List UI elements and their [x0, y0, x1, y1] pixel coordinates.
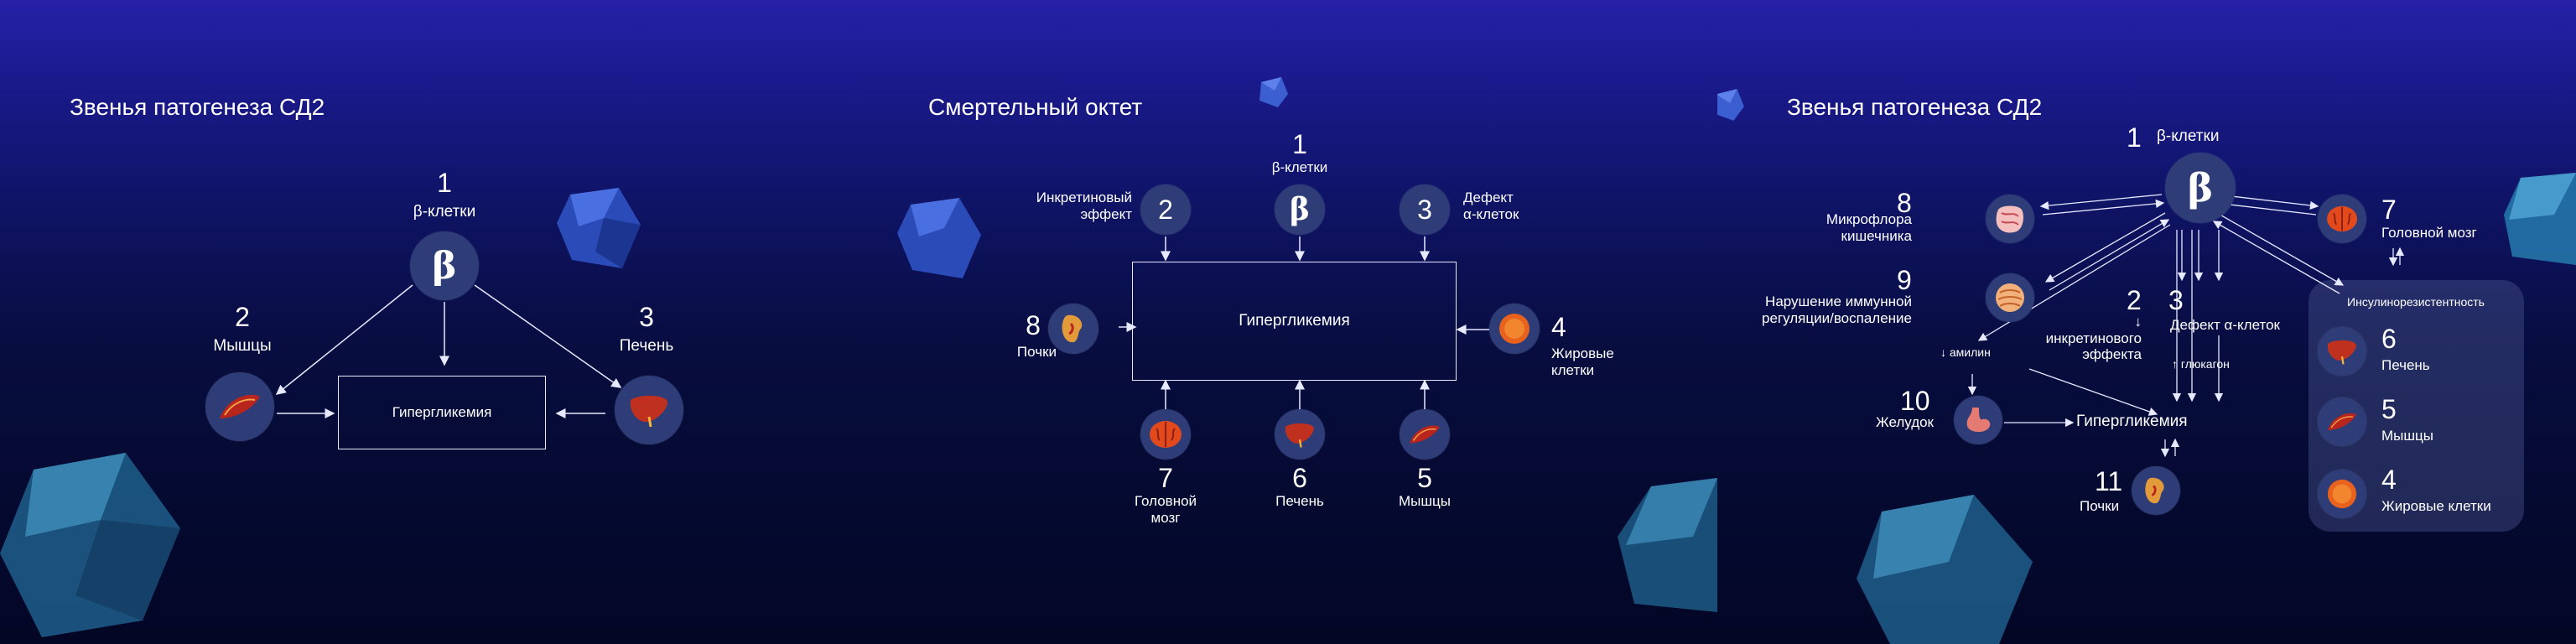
brain-icon: [2318, 195, 2366, 243]
node-2-circle: 2: [1140, 184, 1191, 235]
gem-decoration: [897, 198, 981, 278]
slide-1: Звенья патогенеза СД2 1 β-клетки β 2 Мыш…: [0, 0, 859, 644]
liver-icon: [2318, 327, 2366, 376]
node-number: 6: [1292, 463, 1307, 493]
node-number: 8: [1026, 310, 1041, 340]
node-number: 3: [639, 302, 654, 332]
node-number: 1: [437, 168, 452, 198]
liver-icon: [615, 376, 683, 444]
node-number: 2: [235, 302, 250, 332]
slide-title: Звенья патогенеза СД2: [1787, 94, 2043, 120]
node-number: 3: [1417, 194, 1432, 225]
kidney-icon: [1048, 304, 1098, 354]
node-number: 7: [2381, 195, 2397, 225]
kidneys-label: Почки: [2080, 498, 2120, 514]
beta-symbol: β: [1290, 192, 1310, 227]
brain-icon: [1140, 409, 1191, 460]
node-number: 3: [2168, 285, 2184, 315]
node-number: 4: [2381, 465, 2397, 495]
gem-decoration: [1717, 89, 1744, 121]
gem-decoration: [557, 188, 641, 268]
hyperglycemia-label: Гипергликемия: [1239, 312, 1350, 330]
gut-microflora-label: Микрофлора кишечника: [1826, 211, 1912, 244]
node-number: 8: [1897, 188, 1912, 218]
brain-label: Головной мозг: [2381, 225, 2477, 241]
beta-cell-icon: β: [410, 231, 479, 300]
beta-cells-label: β-клетки: [2157, 127, 2220, 145]
kidney-icon: [2132, 466, 2180, 515]
beta-cell-icon: β: [2165, 153, 2236, 223]
immune-cell-icon: [1986, 273, 2034, 322]
hyperglycemia-box: Гипергликемия: [338, 376, 546, 449]
muscles-label: Мышцы: [213, 337, 272, 355]
liver-label: Печень: [619, 337, 674, 355]
slide-2: Смертельный октет Гипергликемия 1 β-клет…: [859, 0, 1717, 644]
beta-cells-label: β-клетки: [1271, 159, 1328, 175]
slide-3: Звенья патогенеза СД2 Инсулинорезистентн…: [1717, 0, 2576, 644]
node-number: 11: [2095, 466, 2123, 496]
alpha-cell-defect-label: Дефект α-клеток: [1463, 190, 1519, 222]
intestine-icon: [1986, 195, 2034, 243]
gem-decoration: [1259, 77, 1288, 107]
beta-symbol: β: [432, 244, 457, 288]
hyperglycemia-label: Гипергликемия: [2076, 413, 2188, 430]
node-3-circle: 3: [1400, 184, 1450, 235]
slide-title: Звенья патогенеза СД2: [70, 94, 325, 120]
fat-cell-icon: [2318, 470, 2366, 518]
alpha-cell-defect-label: Дефект α-клеток: [2170, 317, 2280, 333]
incretin-defect-label: ↓ инкретинового эффекта: [2045, 314, 2142, 363]
node-number: 7: [1158, 463, 1173, 493]
node-number: 2: [1158, 194, 1173, 225]
muscles-label: Мышцы: [2381, 428, 2433, 444]
liver-label: Печень: [2381, 357, 2430, 373]
gem-decoration: [0, 453, 180, 637]
node-number: 5: [2381, 394, 2397, 424]
incretin-effect-label: Инкретиновый эффект: [1036, 190, 1132, 222]
muscles-label: Мышцы: [1399, 493, 1451, 509]
brain-label: Головной мозг: [1134, 493, 1197, 526]
node-number: 4: [1551, 312, 1566, 342]
liver-icon: [1275, 409, 1325, 460]
gem-decoration: [1857, 495, 2033, 644]
fat-cell-icon: [1489, 304, 1540, 354]
muscle-icon: [1400, 409, 1450, 460]
gem-decoration: [1618, 478, 1717, 612]
node-number: 10: [1900, 386, 1930, 416]
muscle-icon: [205, 372, 274, 441]
stomach-label: Желудок: [1875, 414, 1934, 430]
hyperglycemia-box: Гипергликемия: [1132, 262, 1457, 381]
liver-label: Печень: [1275, 493, 1324, 509]
node-number: 9: [1897, 265, 1912, 295]
fat-cells-label: Жировые клетки: [2381, 498, 2491, 514]
fat-cells-label: Жировые клетки: [1551, 345, 1614, 378]
beta-cells-label: β-клетки: [413, 203, 476, 221]
node-number: 6: [2381, 324, 2397, 354]
beta-cell-icon: β: [1275, 184, 1325, 235]
glucagon-label: ↑ глюкагон: [2172, 357, 2230, 371]
hyperglycemia-label: Гипергликемия: [392, 404, 492, 420]
slide-title: Смертельный октет: [928, 94, 1143, 120]
node-number: 1: [1292, 129, 1307, 159]
node-number: 1: [2127, 122, 2142, 153]
stomach-icon: [1954, 396, 2002, 444]
immune-regulation-label: Нарушение иммунной регуляции/воспаление: [1762, 293, 1912, 326]
insulin-resistance-label: Инсулинорезистентность: [2347, 295, 2485, 309]
node-number: 5: [1417, 463, 1432, 493]
kidneys-label: Почки: [1016, 344, 1057, 360]
amylin-label: ↓ амилин: [1940, 345, 1991, 359]
node-number: 2: [2127, 285, 2142, 315]
muscle-icon: [2318, 397, 2366, 446]
beta-symbol: β: [2187, 165, 2214, 210]
gem-decoration: [2504, 173, 2576, 265]
